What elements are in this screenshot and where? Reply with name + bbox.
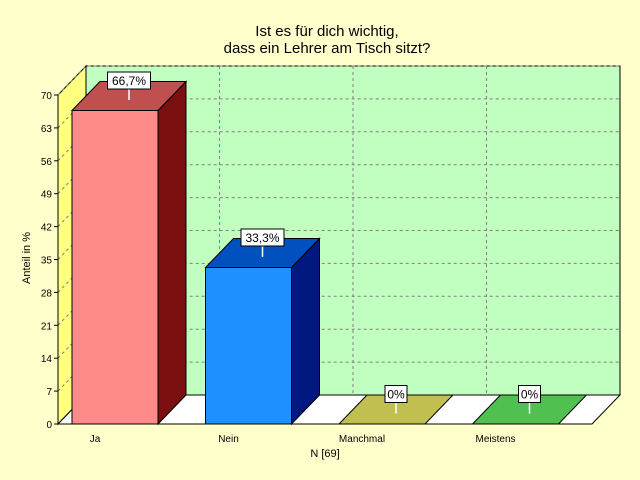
data-label-box [384, 385, 408, 403]
chart-title-line-1: Ist es für dich wichtig, [255, 23, 398, 40]
horizontal-gridline [57, 164, 620, 195]
data-labels: 66,7% 33,3% 0% 0% [107, 71, 541, 414]
y-tick-label: 0 [46, 420, 52, 431]
x-tick-label: Manchmal [339, 434, 385, 445]
y-tick-label: 21 [41, 321, 53, 332]
y-tick-label: 42 [41, 223, 53, 234]
y-tick-label: 49 [41, 190, 53, 201]
y-tick-label: 70 [41, 91, 53, 102]
x-axis-label: N [69] [310, 448, 339, 460]
x-tick-label: Ja [90, 434, 101, 445]
y-axis-label: Anteil in % [21, 232, 33, 284]
data-label-box [240, 228, 285, 247]
horizontal-gridline [57, 65, 620, 96]
x-axis-tick-labels: Ja Nein Manchmal Meistens [90, 434, 516, 445]
horizontal-gridline [57, 328, 620, 359]
horizontal-gridline [57, 197, 620, 227]
bar-side [157, 80, 187, 426]
bar-front [205, 266, 292, 425]
y-tick-label: 28 [41, 288, 53, 299]
data-label: 0% [521, 388, 539, 402]
horizontal-gridline [57, 361, 620, 392]
y-tick-label: 14 [41, 354, 53, 365]
y-tick-label: 56 [41, 157, 53, 168]
horizontal-gridline [57, 262, 620, 293]
bar-front [71, 110, 159, 425]
data-label-box [518, 385, 541, 403]
data-label: 33,3% [245, 231, 279, 245]
bar-side [291, 237, 320, 426]
data-label: 66,7% [112, 74, 146, 88]
data-label-box [107, 71, 151, 90]
data-label: 0% [387, 388, 405, 402]
x-tick-label: Meistens [475, 434, 515, 445]
horizontal-gridline [57, 230, 620, 260]
horizontal-gridline [57, 98, 620, 129]
bar-ja [70, 80, 188, 426]
x-tick-label: Nein [218, 434, 239, 445]
gridlines [57, 65, 620, 395]
horizontal-gridline [57, 295, 620, 326]
y-tick-label: 7 [46, 387, 52, 398]
y-tick-label: 63 [41, 124, 53, 135]
horizontal-gridline [57, 131, 620, 162]
bar-nein [204, 237, 321, 426]
y-tick-label: 35 [41, 256, 53, 267]
chart-title-line-2: dass ein Lehrer am Tisch sitzt? [224, 40, 431, 57]
